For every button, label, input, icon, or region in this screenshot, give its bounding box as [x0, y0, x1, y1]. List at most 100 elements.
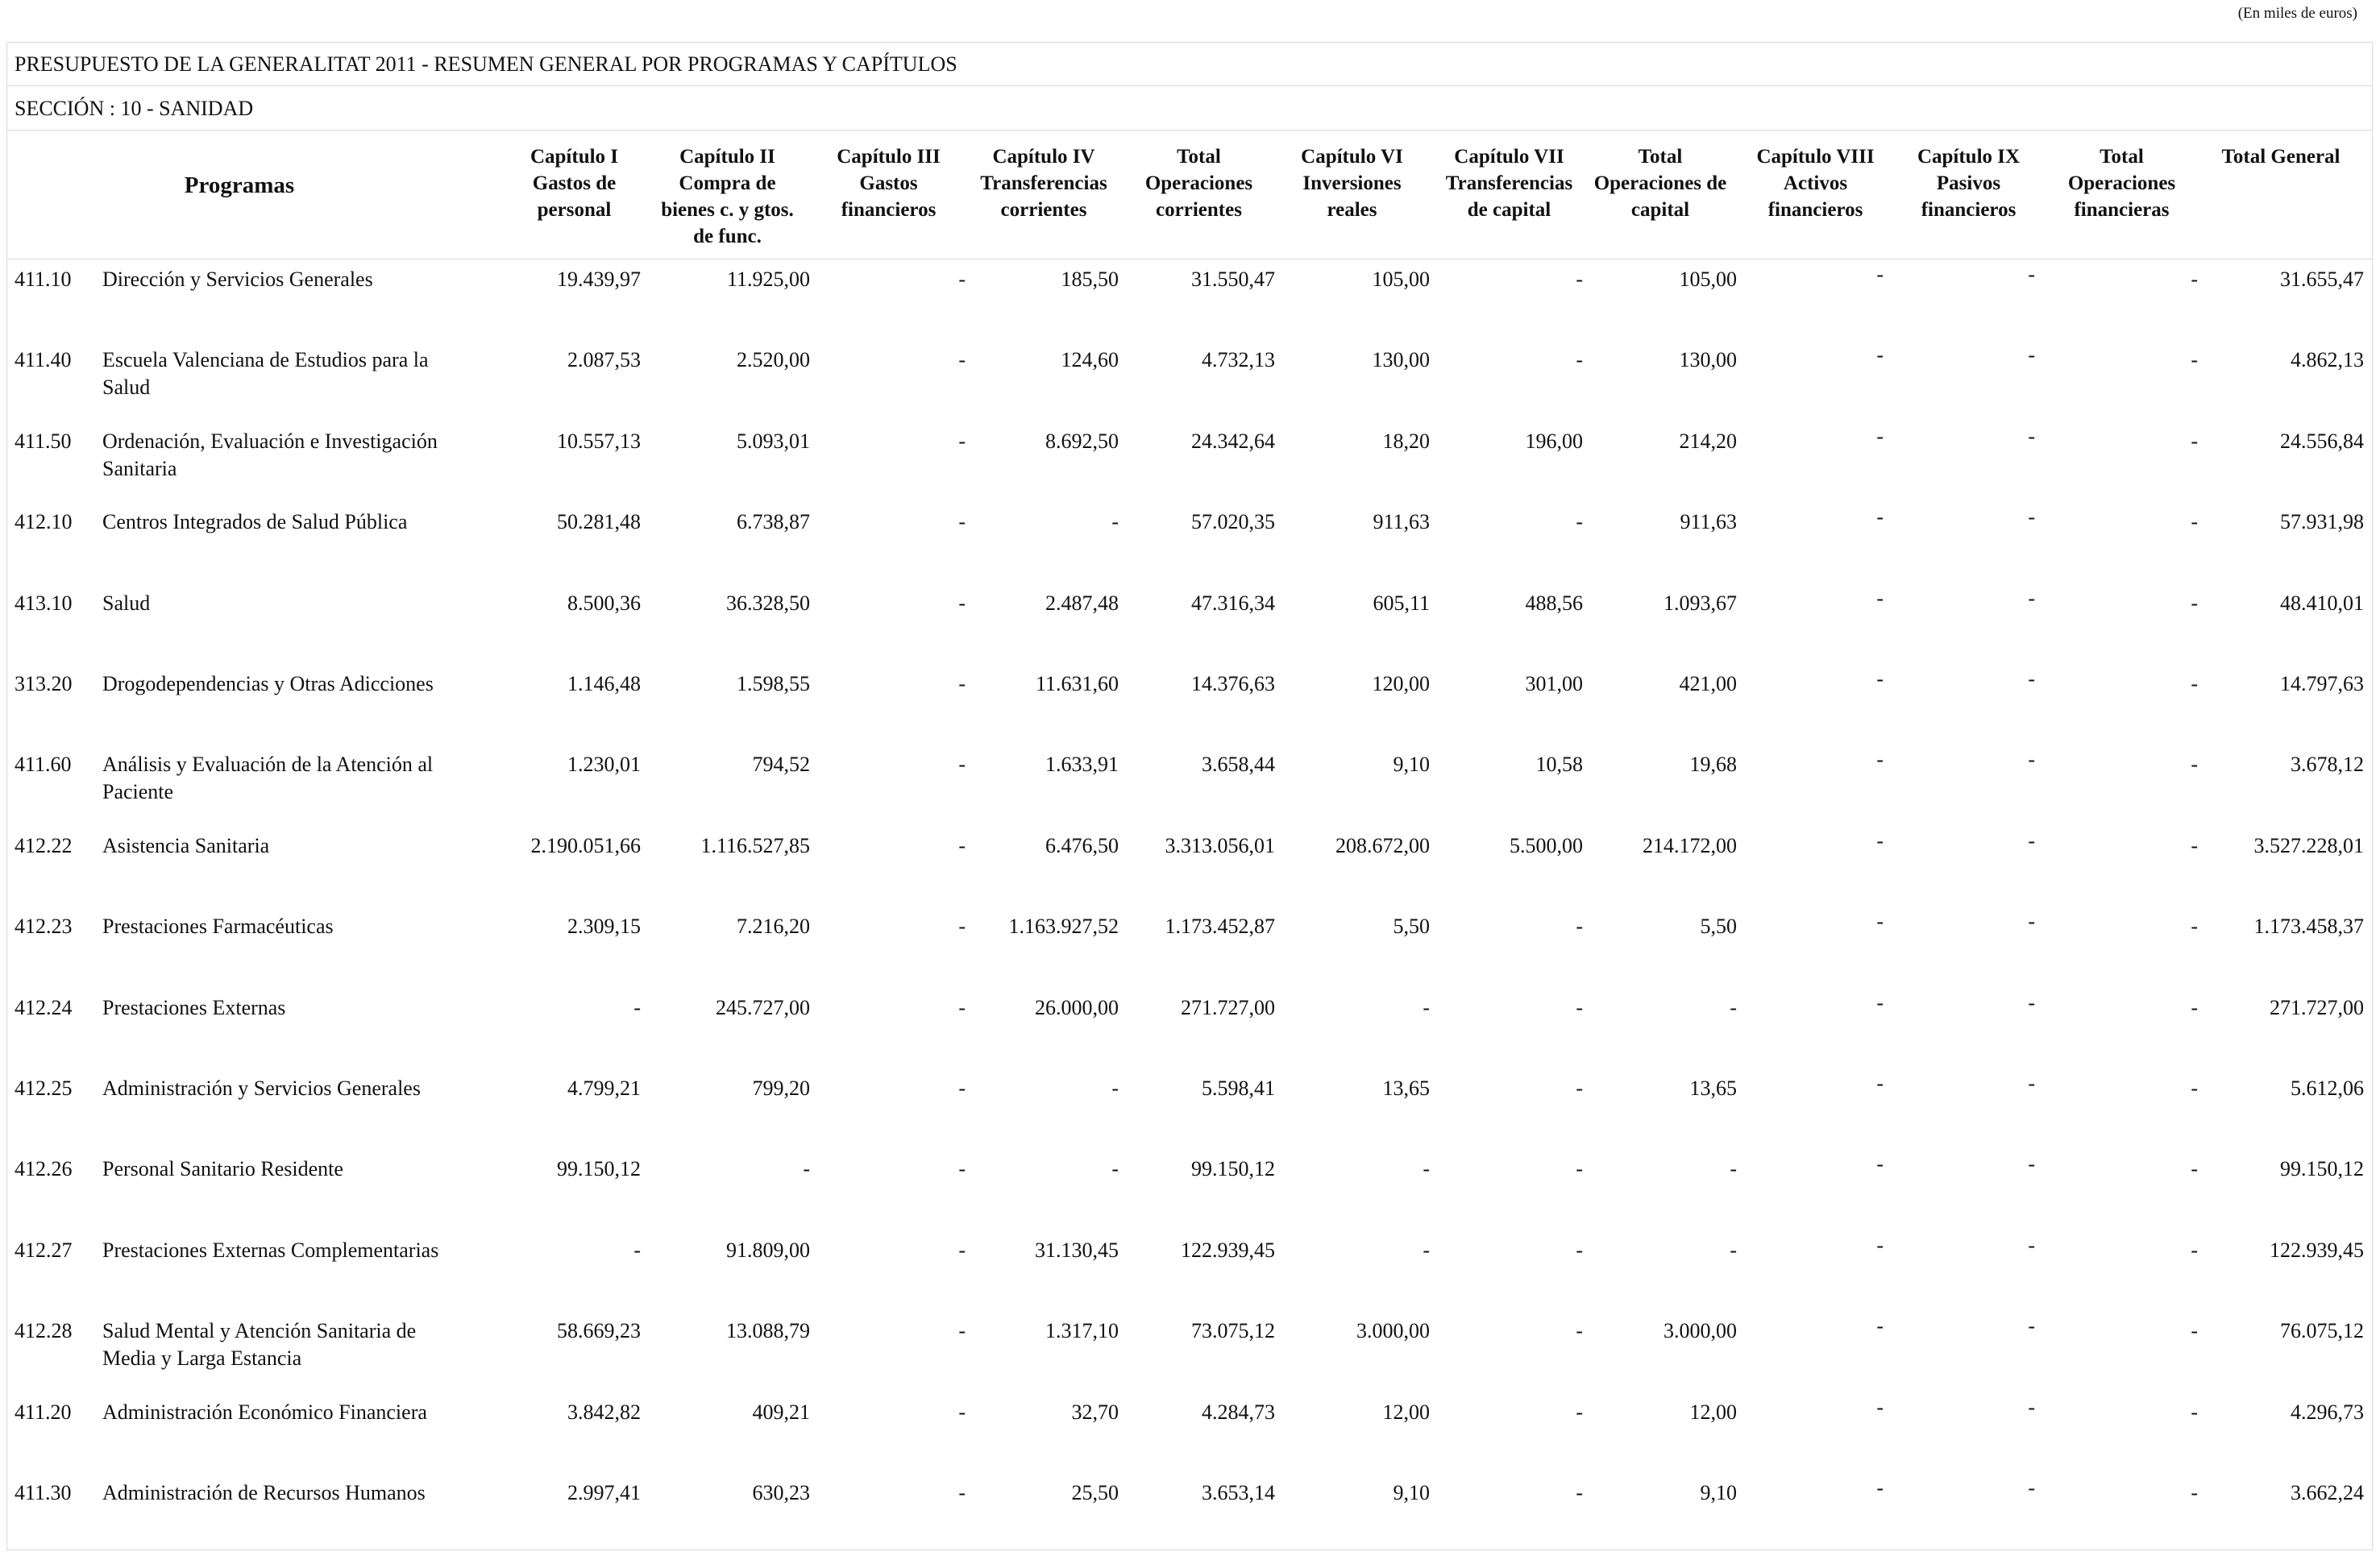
cell-c2: 1.598,55	[737, 672, 810, 695]
cell-c4: 2.487,48	[1045, 591, 1119, 615]
program-name: Administración Económico Financiera	[102, 1400, 427, 1424]
col-header-line: Gastos	[859, 172, 918, 194]
col-header-line: financieros	[1767, 199, 1863, 221]
col-header-c9: Capítulo IX Pasivos financieros	[1894, 143, 2043, 223]
cell-c7: -	[1576, 348, 1583, 371]
cell-c4: -	[1111, 510, 1119, 533]
cell-c9: -	[2028, 587, 2035, 610]
cell-c7: -	[1576, 268, 1583, 291]
cell-c9: -	[2028, 1476, 2035, 1500]
cell-c3: -	[958, 348, 966, 371]
program-name: Prestaciones Farmacéuticas	[102, 915, 334, 938]
cell-tof: -	[2191, 1481, 2198, 1504]
cell-tof: -	[2191, 268, 2198, 291]
cell-toc: 271.727,00	[1181, 996, 1275, 1019]
cell-c3: -	[958, 672, 966, 695]
cell-c8: -	[1876, 667, 1884, 691]
cell-c8: -	[1876, 1234, 1884, 1257]
cell-toc: 4.732,13	[1202, 348, 1275, 371]
cell-c2: 2.520,00	[737, 348, 810, 371]
cell-c4: 1.163.927,52	[1008, 915, 1119, 938]
cell-toc: 122.939,45	[1181, 1238, 1275, 1262]
program-code: 411.40	[15, 348, 72, 371]
cell-tof: -	[2191, 672, 2198, 695]
program-name: Análisis y Evaluación de la Atención al …	[102, 753, 434, 803]
cell-c8: -	[1876, 748, 1884, 771]
col-header-c2: Capítulo II Compra de bienes c. y gtos. de …	[637, 143, 818, 250]
cell-c6: 605,11	[1373, 591, 1430, 615]
program-code: 412.27	[15, 1238, 73, 1262]
cell-c7: 196,00	[1525, 429, 1584, 453]
cell-c4: 1.317,10	[1045, 1319, 1119, 1342]
cell-tocap: 9,10	[1700, 1481, 1738, 1504]
cell-c3: -	[958, 915, 966, 938]
cell-c1: 50.281,48	[557, 510, 641, 533]
cell-c9: -	[2028, 1396, 2035, 1419]
cell-c2: 1.116.527,85	[700, 834, 810, 857]
cell-c1: 19.439,97	[557, 268, 641, 291]
cell-c6: -	[1423, 1238, 1430, 1262]
col-header-line: Capítulo VII	[1454, 146, 1564, 168]
cell-c3: -	[958, 1077, 966, 1100]
program-code: 411.10	[15, 268, 72, 291]
cell-c3: -	[958, 591, 966, 615]
cell-tocap: -	[1730, 996, 1737, 1019]
cell-tg: 31.655,47	[2280, 268, 2364, 291]
program-name: Ordenación, Evaluación e Investigación S…	[102, 429, 438, 480]
table-row: 412.26 Personal Sanitario Residente 99.150…	[0, 1152, 2380, 1236]
program-name: Drogodependencias y Otras Adicciones	[102, 672, 434, 695]
cell-c2: 409,21	[752, 1400, 811, 1424]
program-code: 412.23	[15, 915, 73, 938]
cell-toc: 4.284,73	[1202, 1400, 1275, 1424]
cell-c8: -	[1876, 829, 1884, 853]
program-code: 411.30	[15, 1481, 72, 1504]
cell-tocap: 19,68	[1689, 753, 1738, 776]
col-header-line: Capítulo I	[530, 146, 619, 168]
cell-tg: 5.612,06	[2291, 1077, 2364, 1100]
cell-c9: -	[2028, 991, 2035, 1014]
cell-tof: -	[2191, 915, 2198, 938]
col-header-line: Transferencias	[1445, 172, 1573, 194]
cell-tg: 3.662,24	[2291, 1481, 2364, 1504]
cell-tof: -	[2191, 996, 2198, 1019]
cell-tg: 3.678,12	[2291, 753, 2364, 776]
col-header-c1: Capítulo I Gastos de personal	[500, 143, 649, 223]
cell-tg: 4.296,73	[2291, 1400, 2364, 1424]
cell-toc: 14.376,63	[1191, 672, 1275, 695]
table-row: 411.20 Administración Económico Financier…	[0, 1396, 2380, 1479]
program-code: 411.20	[15, 1400, 72, 1424]
cell-c2: 245.727,00	[716, 996, 810, 1019]
col-header-tocap: Total Operaciones de capital	[1584, 143, 1737, 223]
col-header-line: Capítulo IV	[992, 146, 1095, 168]
cell-c8: -	[1876, 263, 1884, 286]
cell-c2: 11.925,00	[726, 268, 810, 291]
cell-c9: -	[2028, 505, 2035, 529]
table-row: 412.10 Centros Integrados de Salud Públic…	[0, 505, 2380, 589]
cell-c3: -	[958, 429, 966, 453]
program-name: Prestaciones Externas Complementarias	[102, 1238, 439, 1262]
cell-toc: 99.150,12	[1191, 1157, 1275, 1180]
program-name: Salud	[102, 591, 151, 615]
table-row: 412.24 Prestaciones Externas - 245.727,00 - 2…	[0, 991, 2380, 1075]
cell-toc: 3.658,44	[1202, 753, 1275, 776]
cell-c1: -	[633, 1238, 641, 1262]
cell-c7: -	[1576, 1157, 1583, 1180]
col-header-line: Operaciones de	[1593, 172, 1727, 194]
col-header-line: de capital	[1467, 199, 1551, 221]
program-code: 411.50	[15, 429, 72, 453]
cell-c7: -	[1576, 510, 1583, 533]
cell-tg: 3.527.228,01	[2253, 834, 2365, 857]
cell-c6: -	[1423, 996, 1430, 1019]
cell-c9: -	[2028, 910, 2035, 933]
program-code: 412.26	[15, 1157, 73, 1180]
cell-c3: -	[958, 753, 966, 776]
col-header-line: de func.	[693, 226, 762, 247]
cell-c4: 25,50	[1071, 1481, 1119, 1504]
cell-tg: 48.410,01	[2280, 591, 2364, 615]
cell-tocap: 1.093,67	[1664, 591, 1737, 615]
cell-c1: -	[633, 996, 641, 1019]
cell-c1: 1.146,48	[567, 672, 641, 695]
col-header-line: personal	[537, 199, 612, 221]
col-header-tof: Total Operaciones financieras	[2047, 143, 2196, 223]
table-row: 412.28 Salud Mental y Atención Sanitaria …	[0, 1314, 2380, 1398]
